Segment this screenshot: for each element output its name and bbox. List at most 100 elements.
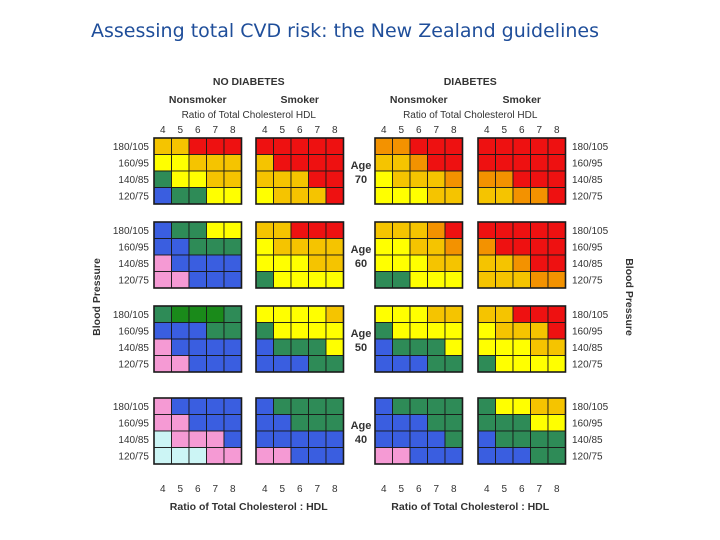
risk-cell-age40-diabetes-smoker <box>547 430 566 448</box>
risk-cell-age70-no-diabetes-smoker <box>273 170 292 188</box>
bp-tick-right: 140/85 <box>572 175 603 186</box>
risk-cell-age70-no-diabetes-smoker <box>290 154 309 172</box>
risk-cell-age60-no-diabetes-nonsmoker <box>223 221 242 239</box>
risk-cell-age50-diabetes-nonsmoker <box>374 322 393 340</box>
bp-tick-left: 180/105 <box>113 142 150 153</box>
risk-cell-age70-no-diabetes-nonsmoker <box>223 137 242 155</box>
risk-cell-age70-diabetes-smoker <box>495 170 514 188</box>
risk-cell-age70-no-diabetes-smoker <box>308 154 327 172</box>
risk-cell-age60-diabetes-smoker <box>547 238 566 256</box>
risk-cell-age70-diabetes-nonsmoker <box>444 187 463 205</box>
risk-cell-age40-diabetes-nonsmoker <box>374 414 393 432</box>
risk-cell-age40-no-diabetes-nonsmoker <box>171 414 190 432</box>
risk-cell-age70-no-diabetes-nonsmoker <box>206 170 225 188</box>
risk-cell-age60-no-diabetes-nonsmoker <box>188 254 207 272</box>
risk-cell-age60-diabetes-nonsmoker <box>444 221 463 239</box>
risk-cell-age50-no-diabetes-nonsmoker <box>206 355 225 373</box>
ratio-tick-top: 4 <box>381 125 387 136</box>
ratio-tick-bottom: 6 <box>297 484 303 495</box>
panel-border-diabetes-nonsmoker <box>374 137 464 205</box>
ratio-tick-bottom: 4 <box>381 484 387 495</box>
risk-cell-age50-no-diabetes-smoker <box>255 338 274 356</box>
risk-cell-age50-diabetes-smoker <box>512 355 531 373</box>
risk-cell-age40-no-diabetes-smoker <box>255 414 274 432</box>
risk-cell-age60-diabetes-nonsmoker <box>409 271 428 289</box>
risk-cell-age40-no-diabetes-smoker <box>325 414 344 432</box>
risk-cell-age70-diabetes-smoker <box>512 170 531 188</box>
risk-cell-age60-no-diabetes-nonsmoker <box>223 238 242 256</box>
risk-cell-age70-diabetes-smoker <box>530 170 549 188</box>
risk-cell-age50-no-diabetes-smoker <box>290 355 309 373</box>
ratio-tick-top: 7 <box>314 125 320 136</box>
risk-cell-age60-diabetes-smoker <box>547 221 566 239</box>
bp-tick-left: 160/95 <box>118 326 149 337</box>
risk-cell-age50-no-diabetes-smoker <box>273 338 292 356</box>
risk-cell-age40-no-diabetes-nonsmoker <box>223 414 242 432</box>
risk-cell-age40-diabetes-nonsmoker <box>374 397 393 415</box>
risk-cell-age60-diabetes-smoker <box>477 221 496 239</box>
risk-cell-age60-diabetes-smoker <box>477 254 496 272</box>
risk-cell-age50-no-diabetes-nonsmoker <box>206 305 225 323</box>
risk-cell-age50-diabetes-nonsmoker <box>409 322 428 340</box>
risk-cell-age70-no-diabetes-smoker <box>325 154 344 172</box>
risk-cell-age50-no-diabetes-nonsmoker <box>153 322 172 340</box>
risk-cell-age40-no-diabetes-smoker <box>255 447 274 465</box>
bp-tick-left: 120/75 <box>118 275 149 286</box>
risk-cell-age60-no-diabetes-smoker <box>290 254 309 272</box>
risk-cell-age40-no-diabetes-nonsmoker <box>188 397 207 415</box>
risk-cell-age50-diabetes-nonsmoker <box>392 355 411 373</box>
ratio-tick-top: 6 <box>195 125 201 136</box>
risk-cell-age60-no-diabetes-smoker <box>290 221 309 239</box>
risk-cell-age70-no-diabetes-smoker <box>308 137 327 155</box>
risk-cell-age60-diabetes-nonsmoker <box>444 238 463 256</box>
risk-cell-age50-diabetes-smoker <box>530 338 549 356</box>
risk-cell-age70-diabetes-nonsmoker <box>444 137 463 155</box>
risk-cell-age50-diabetes-smoker <box>495 338 514 356</box>
risk-cell-age40-diabetes-nonsmoker <box>444 447 463 465</box>
risk-cell-age40-diabetes-nonsmoker <box>444 430 463 448</box>
risk-cell-age40-diabetes-nonsmoker <box>374 447 393 465</box>
risk-cell-age70-no-diabetes-smoker <box>325 170 344 188</box>
y-axis-label-right: Blood Pressure <box>623 258 635 336</box>
risk-cell-age50-no-diabetes-smoker <box>325 322 344 340</box>
risk-cell-age40-diabetes-smoker <box>512 397 531 415</box>
risk-cell-age70-no-diabetes-nonsmoker <box>206 137 225 155</box>
risk-cell-age50-diabetes-nonsmoker <box>444 338 463 356</box>
risk-cell-age70-no-diabetes-nonsmoker <box>223 170 242 188</box>
risk-cell-age70-no-diabetes-nonsmoker <box>153 187 172 205</box>
risk-cell-age60-diabetes-smoker <box>495 238 514 256</box>
risk-cell-age60-diabetes-smoker <box>512 271 531 289</box>
risk-cell-age60-diabetes-nonsmoker <box>409 238 428 256</box>
risk-cell-age60-diabetes-nonsmoker <box>374 271 393 289</box>
risk-cell-age40-diabetes-nonsmoker <box>427 447 446 465</box>
panel-border-no-diabetes-smoker <box>255 397 345 465</box>
risk-cell-age40-diabetes-smoker <box>512 447 531 465</box>
risk-cell-age40-diabetes-smoker <box>477 430 496 448</box>
risk-cell-age70-diabetes-smoker <box>512 154 531 172</box>
risk-cell-age50-no-diabetes-smoker <box>308 322 327 340</box>
ratio-tick-bottom: 7 <box>212 484 218 495</box>
risk-cell-age70-diabetes-smoker <box>530 187 549 205</box>
risk-cell-age70-diabetes-smoker <box>512 187 531 205</box>
panel-border-no-diabetes-smoker <box>255 137 345 205</box>
risk-cell-age40-no-diabetes-smoker <box>273 430 292 448</box>
risk-cell-age60-diabetes-nonsmoker <box>374 238 393 256</box>
subgroup-header: Nonsmoker <box>390 94 448 106</box>
ratio-tick-bottom: 5 <box>177 484 183 495</box>
ratio-tick-bottom: 8 <box>230 484 236 495</box>
bp-tick-left: 160/95 <box>118 418 149 429</box>
risk-cell-age60-diabetes-smoker <box>495 271 514 289</box>
risk-cell-age60-diabetes-nonsmoker <box>427 254 446 272</box>
ratio-tick-top: 5 <box>398 125 404 136</box>
panel-border-diabetes-smoker <box>477 397 567 465</box>
risk-cell-age60-no-diabetes-nonsmoker <box>223 254 242 272</box>
bp-tick-right: 160/95 <box>572 158 603 169</box>
bp-tick-right: 180/105 <box>572 142 609 153</box>
age-word: Age <box>351 420 372 432</box>
risk-cell-age70-no-diabetes-nonsmoker <box>223 187 242 205</box>
risk-cell-age60-diabetes-nonsmoker <box>444 271 463 289</box>
bp-tick-right: 120/75 <box>572 359 603 370</box>
risk-cell-age50-diabetes-smoker <box>477 322 496 340</box>
panel-border-diabetes-nonsmoker <box>374 305 464 373</box>
risk-cell-age60-diabetes-nonsmoker <box>409 254 428 272</box>
